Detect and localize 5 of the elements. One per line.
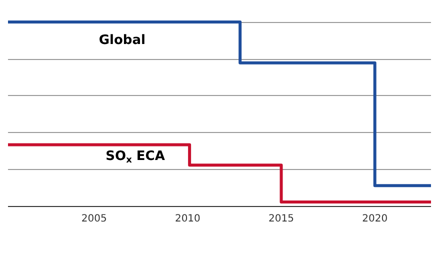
x-tick-label: 2020 [362, 214, 388, 224]
x-tick-label: 2015 [268, 214, 294, 224]
x-tick-label: 2005 [81, 214, 107, 224]
series-label: Global [98, 32, 146, 48]
x-tick-label: 2010 [174, 214, 200, 224]
